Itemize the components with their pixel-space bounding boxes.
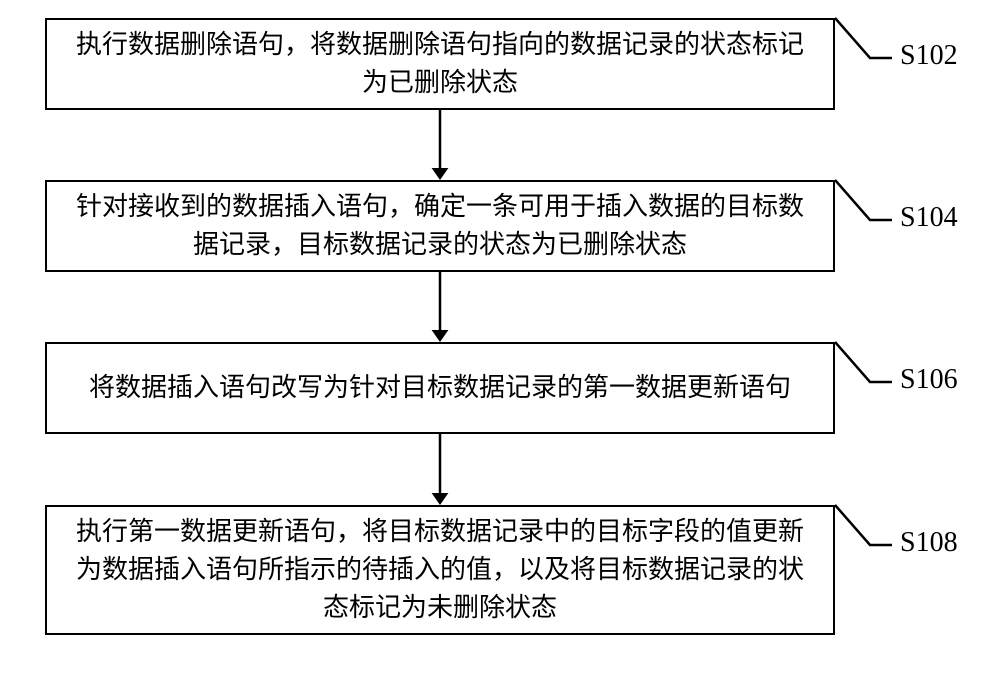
arrow-s106-s108 (420, 434, 460, 505)
step-text: 执行数据删除语句，将数据删除语句指向的数据记录的状态标记为已删除状态 (67, 26, 813, 101)
step-box-s108: 执行第一数据更新语句，将目标数据记录中的目标字段的值更新为数据插入语句所指示的待… (45, 505, 835, 635)
step-text: 针对接收到的数据插入语句，确定一条可用于插入数据的目标数据记录，目标数据记录的状… (67, 188, 813, 263)
arrow-s102-s104 (420, 110, 460, 180)
step-text: 将数据插入语句改写为针对目标数据记录的第一数据更新语句 (89, 369, 791, 407)
label-hook-s106 (835, 337, 902, 387)
flowchart-canvas: 执行数据删除语句，将数据删除语句指向的数据记录的状态标记为已删除状态 针对接收到… (0, 0, 1000, 683)
label-hook-s108 (835, 500, 902, 550)
label-hook-s104 (835, 175, 902, 225)
step-label-s102: S102 (900, 40, 958, 72)
step-box-s106: 将数据插入语句改写为针对目标数据记录的第一数据更新语句 (45, 342, 835, 434)
step-label-s106: S106 (900, 364, 958, 396)
step-box-s102: 执行数据删除语句，将数据删除语句指向的数据记录的状态标记为已删除状态 (45, 18, 835, 110)
step-label-s104: S104 (900, 202, 958, 234)
step-text: 执行第一数据更新语句，将目标数据记录中的目标字段的值更新为数据插入语句所指示的待… (67, 513, 813, 626)
label-hook-s102 (835, 13, 902, 63)
step-box-s104: 针对接收到的数据插入语句，确定一条可用于插入数据的目标数据记录，目标数据记录的状… (45, 180, 835, 272)
arrow-s104-s106 (420, 272, 460, 342)
step-label-s108: S108 (900, 527, 958, 559)
